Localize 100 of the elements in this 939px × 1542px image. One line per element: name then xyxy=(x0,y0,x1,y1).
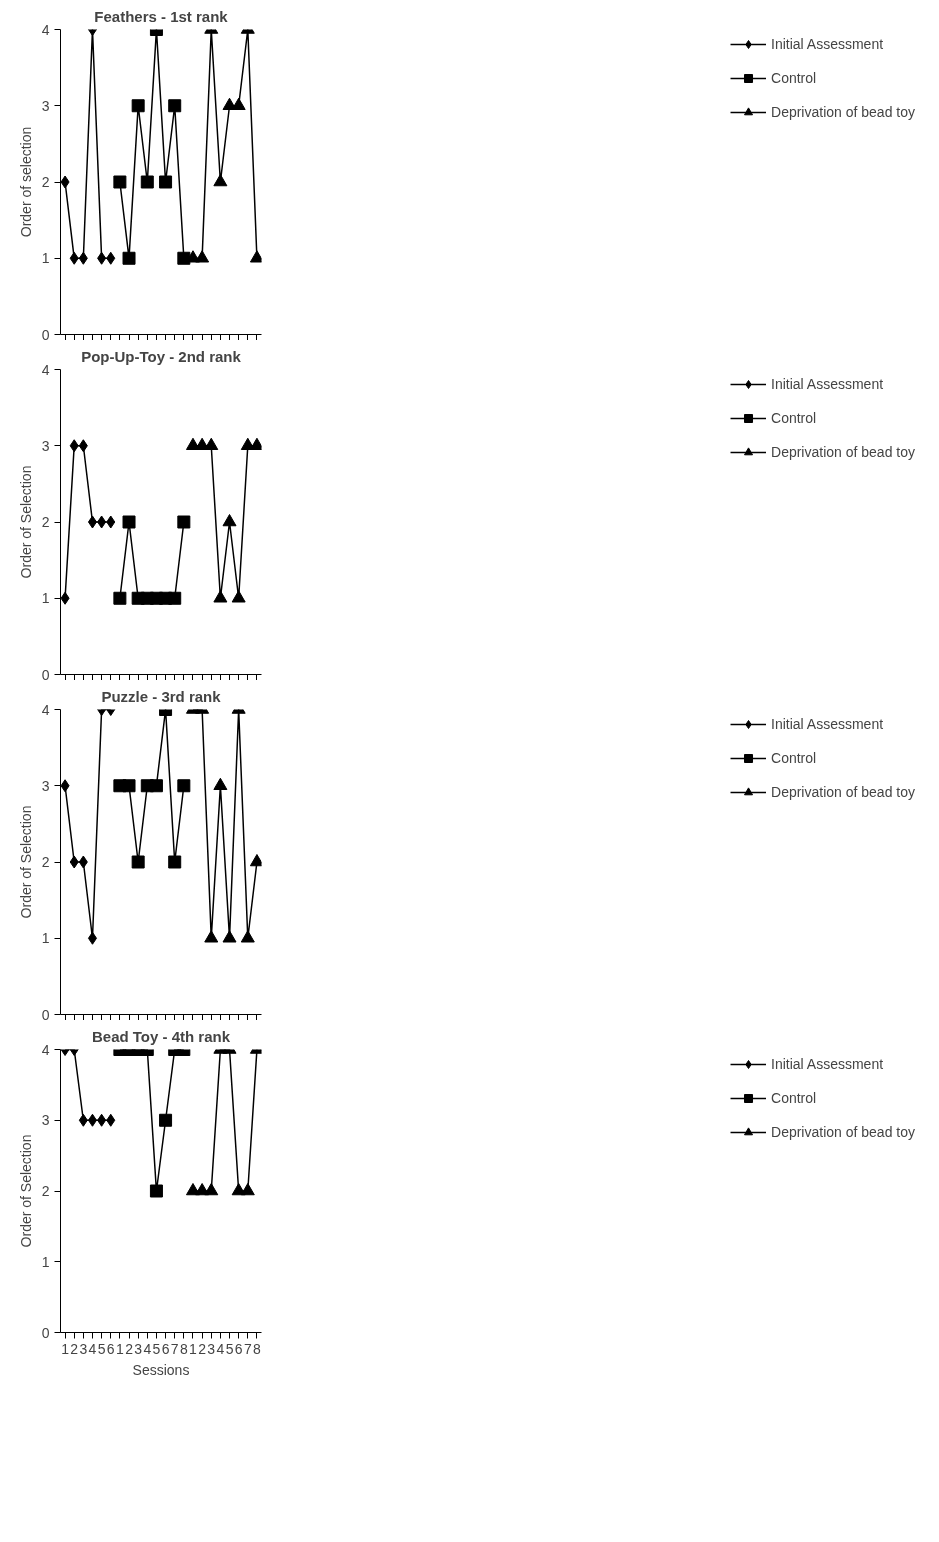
y-tick-label: 1 xyxy=(41,930,50,947)
y-tick-label: 0 xyxy=(41,1006,50,1023)
legend-label: Control xyxy=(771,1090,817,1106)
point xyxy=(177,779,191,793)
y-tick-label: 3 xyxy=(41,777,50,794)
point xyxy=(177,515,191,529)
y-axis-title: Order of Selection xyxy=(17,465,34,579)
point xyxy=(87,931,97,945)
point xyxy=(204,437,219,450)
x-tick-label: 2 xyxy=(70,1340,79,1357)
legend-label: Initial Assessment xyxy=(771,716,884,732)
point xyxy=(140,175,154,189)
y-axis-title: Order of selection xyxy=(17,126,34,238)
point xyxy=(113,591,127,605)
x-tick-label: 3 xyxy=(207,1340,216,1357)
x-tick-label: 1 xyxy=(115,1340,124,1357)
x-tick-label: 4 xyxy=(216,1340,225,1357)
point xyxy=(131,855,145,869)
point xyxy=(122,779,136,793)
x-tick-label: 2 xyxy=(125,1340,134,1357)
legend-label: Control xyxy=(771,70,817,86)
y-tick-label: 1 xyxy=(41,1253,50,1270)
point xyxy=(168,855,182,869)
legend-label: Deprivation of bead toy xyxy=(771,784,915,800)
point xyxy=(222,930,237,943)
x-tick-label: 5 xyxy=(97,1340,106,1357)
y-tick-label: 3 xyxy=(41,437,50,454)
x-tick-label: 5 xyxy=(225,1340,234,1357)
y-axis-title: Order of Selection xyxy=(17,1134,34,1248)
legend-label: Deprivation of bead toy xyxy=(771,1124,915,1140)
x-tick-label: 6 xyxy=(161,1340,170,1357)
point xyxy=(240,930,255,943)
point xyxy=(168,591,182,605)
point xyxy=(113,175,127,189)
point xyxy=(249,250,262,263)
point xyxy=(222,513,237,527)
point xyxy=(60,175,70,189)
y-tick-label: 2 xyxy=(41,514,50,530)
x-axis-title: Sessions xyxy=(132,1361,190,1378)
point xyxy=(195,250,210,263)
y-tick-label: 2 xyxy=(41,854,50,870)
x-tick-label: 1 xyxy=(189,1340,198,1357)
y-tick-label: 4 xyxy=(41,21,50,38)
x-tick-label: 8 xyxy=(253,1340,262,1357)
y-tick-label: 4 xyxy=(41,1041,50,1058)
y-tick-label: 0 xyxy=(41,326,50,343)
point xyxy=(97,251,107,265)
x-tick-label: 6 xyxy=(234,1340,243,1357)
x-tick-label: 2 xyxy=(198,1340,207,1357)
point xyxy=(60,779,70,793)
point xyxy=(168,99,182,113)
legend-label: Deprivation of bead toy xyxy=(771,444,915,460)
x-tick-label: 3 xyxy=(134,1340,143,1357)
point xyxy=(106,515,116,529)
point xyxy=(213,590,228,603)
y-axis-title: Order of Selection xyxy=(17,805,34,919)
y-tick-label: 2 xyxy=(41,174,50,190)
y-tick-label: 4 xyxy=(41,701,50,718)
x-tick-label: 7 xyxy=(243,1340,252,1357)
point xyxy=(60,591,70,605)
point xyxy=(97,515,107,529)
x-tick-label: 4 xyxy=(88,1340,97,1357)
legend-label: Initial Assessment xyxy=(771,36,884,52)
point xyxy=(106,251,116,265)
point xyxy=(231,590,246,603)
y-tick-label: 2 xyxy=(41,1183,50,1199)
y-tick-label: 3 xyxy=(41,97,50,114)
chart-title: Pop-Up-Toy - 2nd rank xyxy=(81,347,242,365)
legend-label: Deprivation of bead toy xyxy=(771,104,915,120)
point xyxy=(159,175,173,189)
point xyxy=(149,779,163,793)
x-tick-label: 6 xyxy=(106,1340,115,1357)
y-tick-label: 0 xyxy=(41,1324,50,1341)
point xyxy=(122,251,136,265)
x-tick-label: 4 xyxy=(143,1340,152,1357)
legend-label: Initial Assessment xyxy=(771,376,884,392)
point xyxy=(78,251,88,265)
point xyxy=(78,855,88,869)
y-tick-label: 1 xyxy=(41,250,50,267)
x-tick-label: 3 xyxy=(79,1340,88,1357)
legend-label: Control xyxy=(771,410,817,426)
y-tick-label: 4 xyxy=(41,361,50,378)
point xyxy=(131,99,145,113)
chart-title: Bead Toy - 4th rank xyxy=(91,1027,231,1045)
point xyxy=(204,930,219,943)
point xyxy=(87,515,97,529)
point xyxy=(249,853,262,867)
x-tick-label: 5 xyxy=(152,1340,161,1357)
x-tick-label: 8 xyxy=(179,1340,188,1357)
point xyxy=(122,515,136,529)
point xyxy=(69,855,79,869)
legend-label: Control xyxy=(771,750,817,766)
y-tick-label: 3 xyxy=(41,1112,50,1129)
y-tick-label: 0 xyxy=(41,666,50,683)
legend-label: Initial Assessment xyxy=(771,1056,884,1072)
point xyxy=(69,251,79,265)
x-tick-label: 7 xyxy=(170,1340,179,1357)
chart-title: Feathers - 1st rank xyxy=(94,7,229,25)
chart-title: Puzzle - 3rd rank xyxy=(101,687,222,705)
x-tick-label: 1 xyxy=(61,1340,70,1357)
